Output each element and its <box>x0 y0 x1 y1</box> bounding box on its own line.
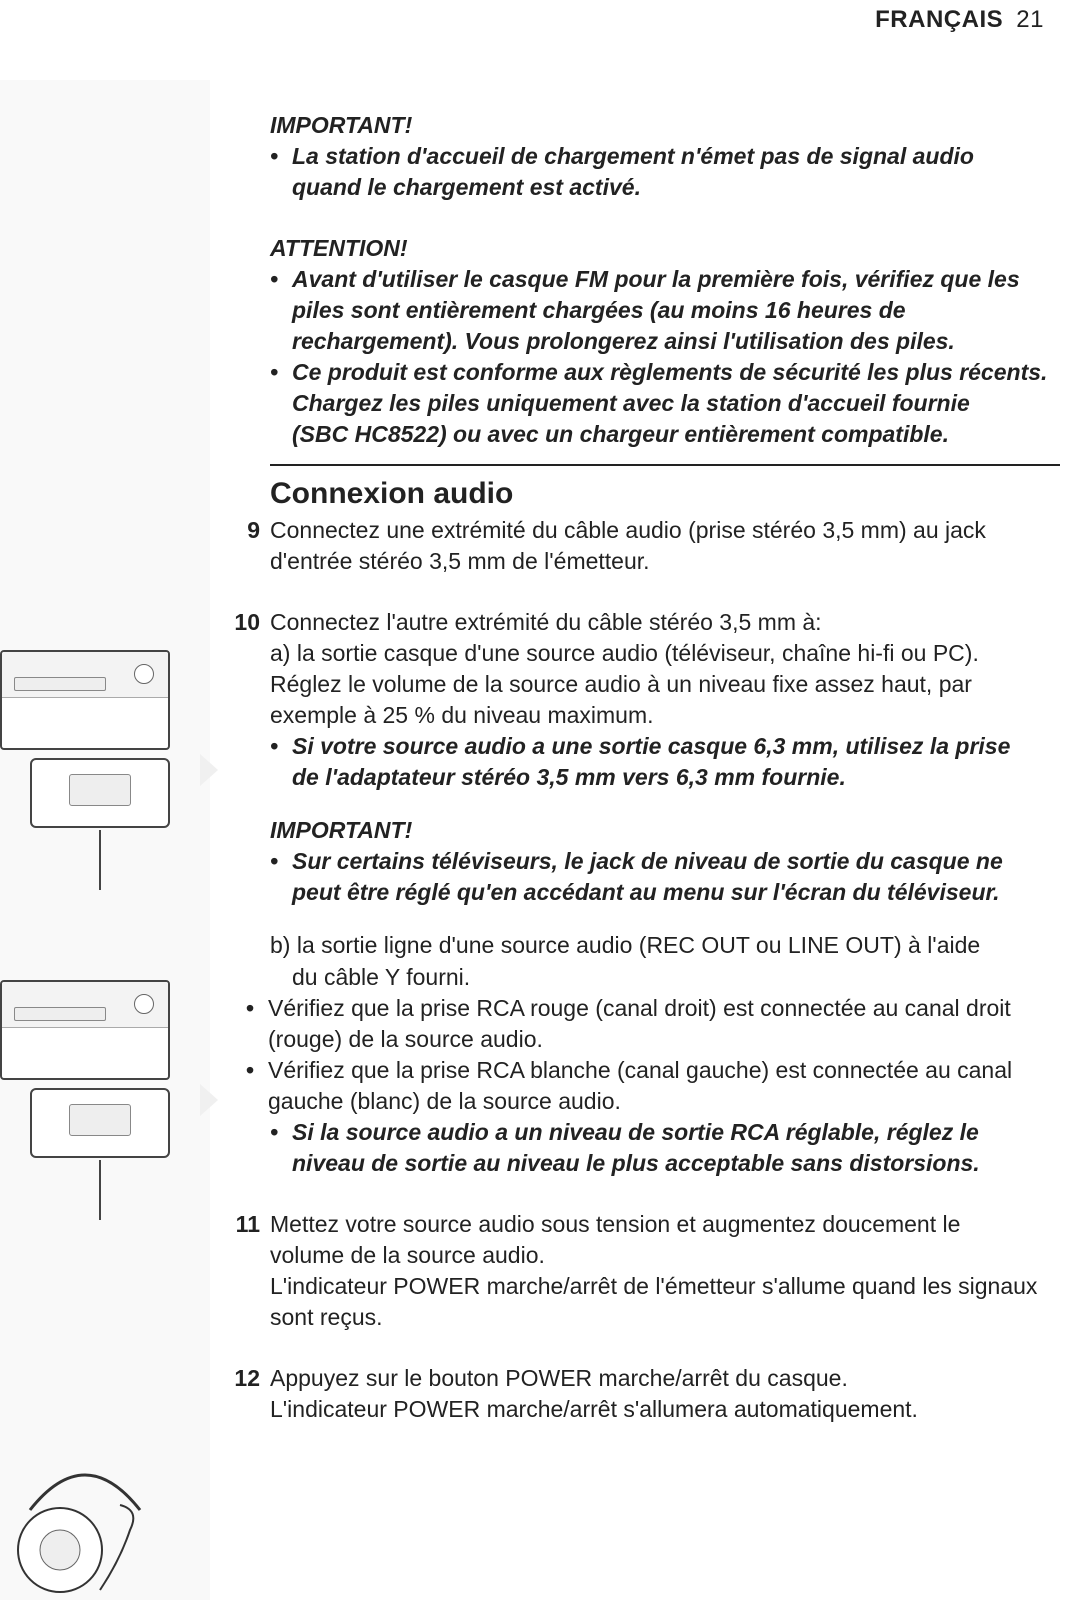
text-line: Connectez l'autre extrémité du câble sté… <box>270 609 822 635</box>
text-line: piles sont entièrement chargées (au moin… <box>292 297 906 323</box>
text-line: (SBC HC8522) ou avec un chargeur entière… <box>292 421 949 447</box>
text-line: Appuyez sur le bouton POWER marche/arrêt… <box>270 1365 848 1391</box>
text-line: rechargement). Vous prolongerez ainsi l'… <box>292 328 955 354</box>
text-line: quand le chargement est activé. <box>292 174 641 200</box>
step10-important-bullet: Sur certains téléviseurs, le jack de niv… <box>270 846 1060 908</box>
section-title: Connexion audio <box>270 474 1060 515</box>
step10-rca-note: Si la source audio a un niveau de sortie… <box>270 1117 1060 1179</box>
device-top-icon <box>2 652 168 698</box>
text-line: a) la sortie casque d'une source audio (… <box>270 640 979 666</box>
text-line: du câble Y fourni. <box>270 962 470 993</box>
step10-rca-red: Vérifiez que la prise RCA rouge (canal d… <box>246 993 1060 1055</box>
figure-10b-dock <box>0 980 200 1220</box>
step10-note-63mm: Si votre source audio a une sortie casqu… <box>270 731 1060 793</box>
important-bullet-1: La station d'accueil de chargement n'éme… <box>270 141 1060 203</box>
header-lang: FRANÇAIS <box>875 6 1003 33</box>
important-heading: IMPORTANT! <box>270 110 1060 141</box>
dock-illustration <box>30 1088 170 1158</box>
text-span: Réglez le volume de la source audio à un… <box>270 671 773 697</box>
text-line: L'indicateur POWER marche/arrêt s'allume… <box>270 1396 918 1422</box>
step-9: 9 Connectez une extrémité du câble audio… <box>224 515 1060 577</box>
cable-icon <box>99 830 101 890</box>
cable-icon <box>99 1160 101 1220</box>
text-line: niveau de sortie au niveau le plus accep… <box>292 1150 980 1176</box>
text-span: assez haut, par <box>808 671 972 697</box>
text-line: Si la source audio a un niveau de sortie… <box>292 1119 979 1145</box>
text-line: Vérifiez que la prise RCA blanche (canal… <box>268 1057 1012 1083</box>
text-line: sont reçus. <box>270 1304 383 1330</box>
step-12: 12 Appuyez sur le bouton POWER marche/ar… <box>224 1363 1060 1425</box>
attention-bullet-1: Avant d'utiliser le casque FM pour la pr… <box>270 264 1060 357</box>
figure-10a-dock <box>0 650 200 890</box>
device-illustration <box>0 650 170 750</box>
text-line: peut être réglé qu'en accédant au menu s… <box>292 879 1000 905</box>
step-11: 11 Mettez votre source audio sous tensio… <box>224 1209 1060 1333</box>
text-line: Chargez les piles uniquement avec la sta… <box>292 390 970 416</box>
section-rule <box>270 464 1060 466</box>
text-line: exemple à 25 % du niveau maximum. <box>270 702 654 728</box>
headphone-icon <box>0 1450 170 1600</box>
text-line: de l'adaptateur stéréo 3,5 mm vers 6,3 m… <box>292 764 846 790</box>
pointer-icon <box>200 1084 218 1116</box>
text-line: Connectez une extrémité du câble audio (… <box>270 517 986 543</box>
dock-illustration <box>30 758 170 828</box>
step-body: Connectez l'autre extrémité du câble sté… <box>270 607 1060 993</box>
step-number: 9 <box>224 515 260 577</box>
step10-important-heading: IMPORTANT! <box>270 815 1060 846</box>
step10-rca-white: Vérifiez que la prise RCA blanche (canal… <box>246 1055 1060 1117</box>
text-line: L'indicateur POWER marche/arrêt de l'éme… <box>270 1273 1037 1299</box>
step-body: Connectez une extrémité du câble audio (… <box>270 515 1060 577</box>
step-body: Mettez votre source audio sous tension e… <box>270 1209 1060 1333</box>
text-line: gauche (blanc) de la source audio. <box>268 1088 621 1114</box>
text-line: Vérifiez que la prise RCA rouge (canal d… <box>268 995 1011 1021</box>
step-number: 12 <box>224 1363 260 1425</box>
text-line: d'entrée stéréo 3,5 mm de l'émetteur. <box>270 548 650 574</box>
device-illustration <box>0 980 170 1080</box>
text-line: Ce produit est conforme aux règlements d… <box>292 359 1047 385</box>
text-line: Réglez le volume de la source audio à un… <box>270 671 972 697</box>
attention-bullet-2: Ce produit est conforme aux règlements d… <box>270 357 1060 450</box>
content: IMPORTANT! La station d'accueil de charg… <box>270 110 1060 1425</box>
text-line: Avant d'utiliser le casque FM pour la pr… <box>292 266 1020 292</box>
page: FRANÇAIS 21 <box>0 0 1080 1612</box>
pointer-icon <box>200 754 218 786</box>
attention-heading: ATTENTION! <box>270 233 1060 264</box>
text-line: (rouge) de la source audio. <box>268 1026 543 1052</box>
text-line: Mettez votre source audio sous tension e… <box>270 1211 960 1237</box>
step-body: Appuyez sur le bouton POWER marche/arrêt… <box>270 1363 1060 1425</box>
device-top-icon <box>2 982 168 1028</box>
header-page-number: 21 <box>1016 6 1044 33</box>
step-number: 10 <box>224 607 260 993</box>
step-number: 11 <box>224 1209 260 1333</box>
page-header: FRANÇAIS 21 <box>875 6 1044 34</box>
text-line: b) la sortie ligne d'une source audio (R… <box>270 932 980 958</box>
sidebar <box>0 80 210 1600</box>
step-10: 10 Connectez l'autre extrémité du câble … <box>224 607 1060 993</box>
text-line: La station d'accueil de chargement n'éme… <box>292 143 974 169</box>
text-span: fixe <box>773 671 809 697</box>
text-line: volume de la source audio. <box>270 1242 545 1268</box>
text-line: Sur certains téléviseurs, le jack de niv… <box>292 848 1003 874</box>
text-line: Si votre source audio a une sortie casqu… <box>292 733 1010 759</box>
figure-12-headphone <box>0 1450 170 1600</box>
